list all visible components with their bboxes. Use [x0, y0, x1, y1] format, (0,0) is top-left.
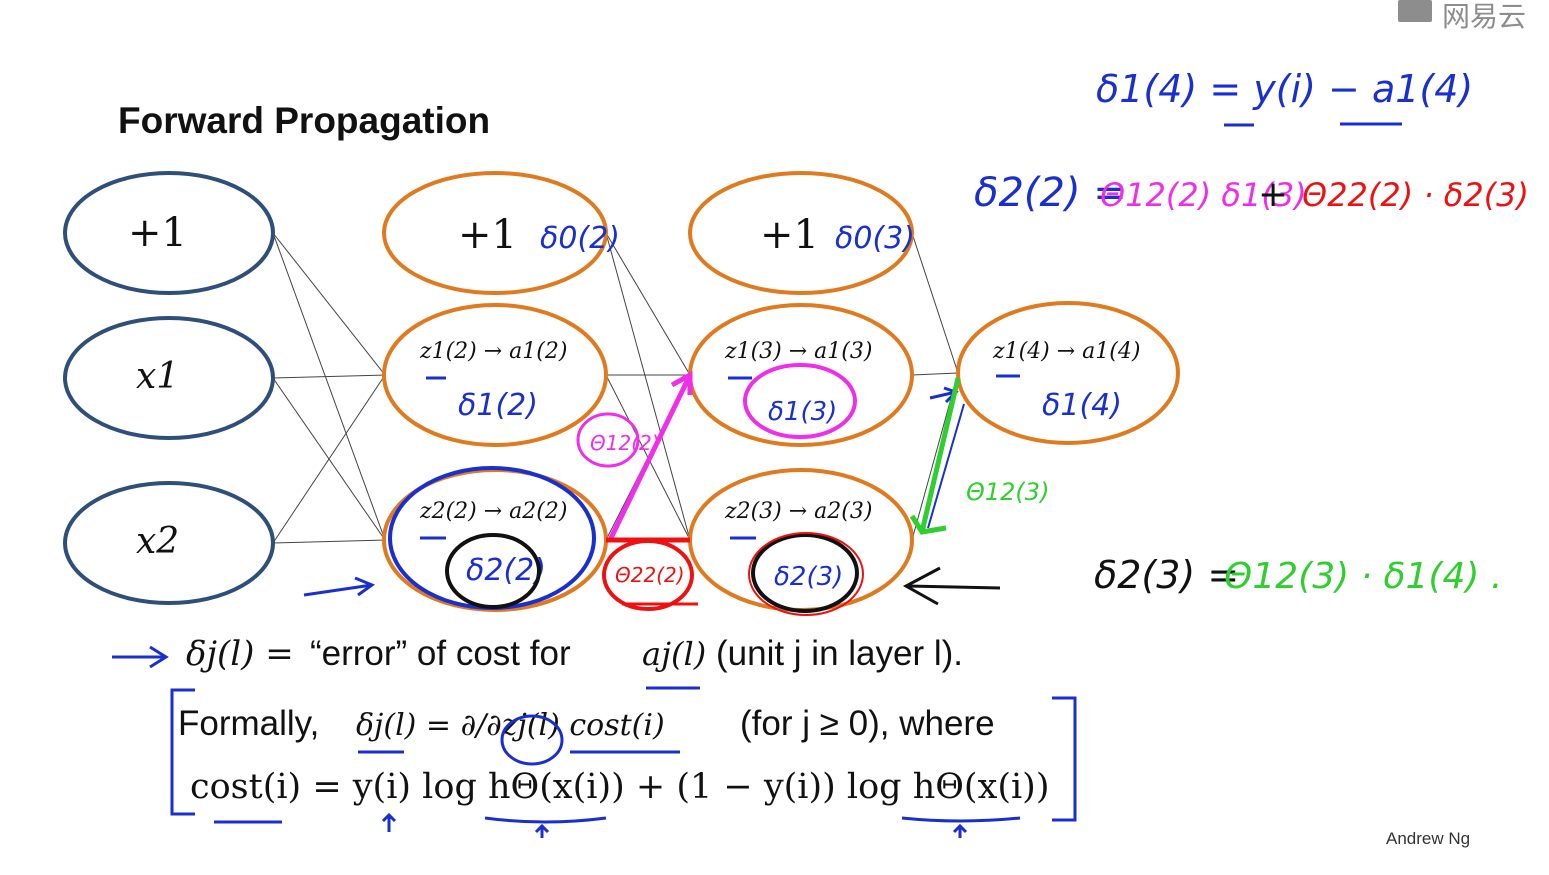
delta-definition-text: “error” of cost for	[310, 634, 571, 673]
black-highlight-circle-2	[445, 533, 541, 609]
dz-highlight-circle	[500, 714, 564, 766]
svg-text:Θ12(2): Θ12(2)	[590, 431, 660, 455]
watermark-icon	[1398, 0, 1432, 22]
watermark-logo: 网易云	[1398, 0, 1549, 33]
delta-2-2-annotation: δ2(2)	[466, 553, 546, 588]
hidden2-unit2-label: z2(2) → a2(2)	[419, 499, 567, 524]
magenta-theta-annotation: Θ12(2)	[576, 370, 693, 542]
input-x1-label: x1	[136, 356, 179, 397]
formally-label: Formally,	[178, 704, 319, 743]
underline-marks	[303, 374, 1020, 597]
delta-1-3-annotation: δ1(3)	[768, 397, 837, 427]
handwritten-eq-delta3-rhs: Θ12(3) · δ1(4) .	[1224, 556, 1502, 597]
black-highlight-circle-3	[751, 533, 859, 613]
handwritten-eq-delta2-lhs: δ2(2) =	[974, 170, 1127, 216]
formal-delta-definition: δj(l) = ∂/∂zj(l) cost(i)	[356, 708, 665, 743]
watermark-text: 网易云	[1442, 0, 1527, 33]
hidden3-unit1-label: z1(3) → a1(3)	[724, 339, 872, 364]
cost-underlines	[214, 812, 1021, 838]
input-x2-label: x2	[136, 521, 179, 562]
magenta-highlight-circle	[743, 363, 857, 439]
left-bracket	[170, 688, 195, 816]
delta-2-3-annotation: δ2(3)	[774, 562, 843, 592]
hidden2-bias-node	[382, 171, 608, 295]
hidden2-unit1-label: z1(2) → a1(2)	[419, 339, 567, 364]
hidden2-unit1-node	[382, 303, 608, 447]
author-credit: Andrew Ng	[1386, 829, 1471, 848]
output-node-label: z1(4) → a1(4)	[992, 339, 1140, 364]
blue-pointer-arrow	[112, 645, 169, 669]
delta-0-3-annotation: δ0(3)	[835, 221, 915, 256]
handwritten-eq-delta4: δ1(4) = y(i) − a1(4)	[1096, 67, 1473, 111]
delta-1-2-annotation: δ1(2)	[458, 388, 538, 423]
slide-title: Forward Propagation	[118, 100, 491, 141]
delta-1-4-annotation: δ1(4)	[1042, 388, 1122, 423]
black-arrow-annotation	[902, 566, 1001, 606]
right-bracket	[1052, 696, 1077, 822]
unit-layer-text: (unit j in layer l).	[716, 634, 963, 673]
svg-text:Θ12(3): Θ12(3)	[966, 478, 1049, 506]
input-bias-node	[63, 171, 275, 295]
hidden3-unit2-label: z2(3) → a2(3)	[724, 499, 872, 524]
input-x1-node	[63, 316, 275, 440]
input-x2-node	[63, 481, 275, 605]
input-bias-label: +1	[128, 210, 187, 256]
hidden2-bias-label: +1	[458, 212, 517, 258]
handwritten-eq-delta2-term1: Θ12(2) δ1(3)	[1100, 176, 1307, 214]
green-theta-annotation: Θ12(3)	[909, 377, 1049, 535]
handwritten-eq-delta3-lhs: δ2(3) =	[1094, 553, 1239, 597]
connections	[272, 232, 959, 544]
red-theta-annotation: Θ22(2)	[602, 537, 698, 611]
activation-symbol: aj(l)	[642, 635, 706, 673]
hidden3-bias-label: +1	[760, 212, 819, 258]
svg-text:Θ22(2): Θ22(2)	[615, 563, 685, 587]
output-node	[956, 301, 1180, 445]
handwritten-eq-delta2-term2: Θ22(2) · δ2(3)	[1302, 176, 1529, 214]
cost-function-formula: cost(i) = y(i) log hΘ(x(i)) + (1 − y(i))…	[190, 767, 1049, 807]
red-highlight-circle-3	[748, 532, 864, 616]
for-j-condition: (for j ≥ 0), where	[740, 704, 995, 743]
handwritten-eq-delta2-plus: +	[1258, 174, 1288, 215]
hidden3-bias-node	[688, 171, 914, 295]
delta-definition-symbol: δj(l) =	[186, 634, 294, 674]
delta-0-2-annotation: δ0(2)	[540, 221, 620, 256]
